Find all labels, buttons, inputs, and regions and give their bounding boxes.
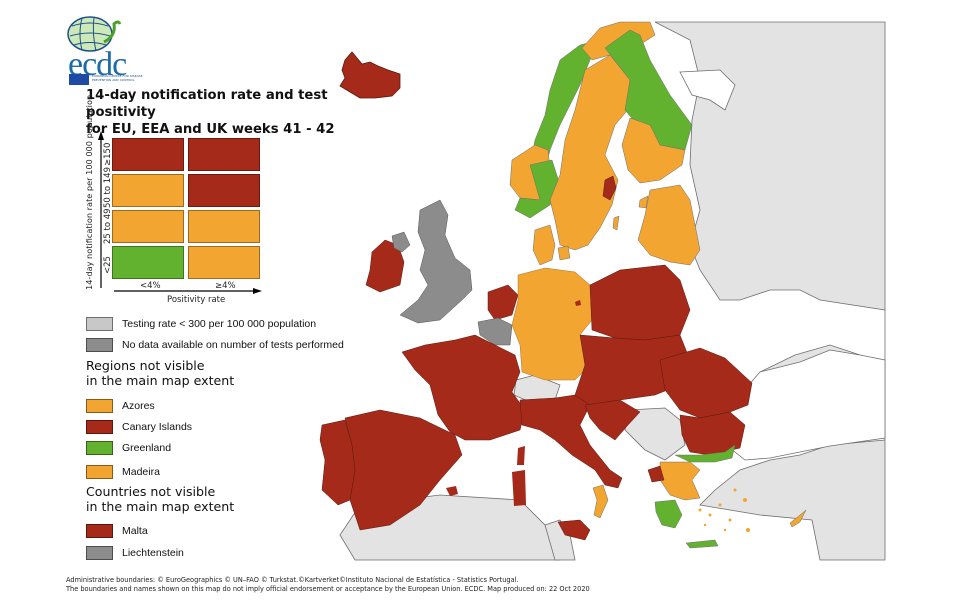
matrix-cell-lt25-high bbox=[188, 246, 260, 279]
region-greece-west-macedonia bbox=[647, 465, 665, 483]
col-label-low: <4% bbox=[140, 281, 161, 291]
legend-item-greenland: Greenland bbox=[86, 441, 171, 455]
matrix-axes bbox=[98, 131, 262, 294]
region-norway-south bbox=[514, 159, 561, 219]
x-arrow-icon bbox=[253, 288, 262, 294]
region-united-kingdom bbox=[399, 199, 473, 324]
region-peloponnese bbox=[654, 499, 683, 529]
region-belgium bbox=[477, 317, 513, 346]
region-iceland bbox=[339, 51, 401, 99]
region-poland bbox=[589, 264, 691, 341]
region-portugal bbox=[319, 419, 356, 506]
region-northern-ireland bbox=[391, 231, 411, 253]
y-arrow-icon bbox=[98, 131, 104, 140]
swatch-red bbox=[86, 524, 113, 538]
legend-item-canary-islands: Canary Islands bbox=[86, 420, 192, 434]
countries-heading: Countries not visible in the main map ex… bbox=[86, 484, 235, 514]
region-saaremaa bbox=[638, 195, 649, 209]
ecdc-logo: ecdc European Centre for Disease Prevent… bbox=[64, 14, 154, 85]
swatch-red bbox=[86, 420, 113, 434]
region-calabria bbox=[592, 484, 609, 519]
region-finland-south bbox=[621, 117, 686, 184]
legend-item-liechtenstein: Liechtenstein bbox=[86, 546, 184, 560]
swatch-light-gray bbox=[86, 317, 113, 331]
globe-icon bbox=[67, 16, 122, 52]
region-corsica bbox=[517, 446, 525, 465]
logo-subtitle: European Centre for Disease Prevention a… bbox=[92, 74, 143, 82]
region-berlin bbox=[575, 300, 581, 306]
swatch-green bbox=[86, 441, 113, 455]
matrix-cell-150-low bbox=[112, 138, 184, 171]
map-title: 14-day notification rate and test positi… bbox=[86, 87, 386, 138]
region-sicily bbox=[557, 519, 591, 541]
region-finland-north bbox=[604, 29, 693, 151]
matrix-cell-50-low bbox=[112, 174, 184, 207]
matrix-cell-50-high bbox=[188, 174, 260, 207]
region-balearic bbox=[446, 486, 458, 496]
legend-item-madeira: Madeira bbox=[86, 465, 160, 479]
matrix-cell-lt25-low bbox=[112, 246, 184, 279]
region-netherlands bbox=[487, 284, 519, 321]
aegean-islands bbox=[698, 488, 750, 532]
matrix-cell-25-high bbox=[188, 210, 260, 243]
map-footer: Administrative boundaries: © EuroGeograp… bbox=[66, 576, 590, 594]
legend-item-testing-rate: Testing rate < 300 per 100 000 populatio… bbox=[86, 317, 316, 331]
region-greece-north bbox=[659, 461, 701, 501]
region-crete bbox=[685, 539, 719, 549]
footer-disclaimer: The boundaries and names shown on this m… bbox=[66, 585, 590, 593]
row-label-25: 25 to 49 bbox=[103, 208, 113, 244]
region-ireland bbox=[365, 239, 405, 293]
swatch-orange bbox=[86, 465, 113, 479]
region-germany bbox=[511, 267, 593, 381]
legend-item-azores: Azores bbox=[86, 399, 155, 413]
region-romania bbox=[659, 347, 753, 419]
region-cyprus bbox=[789, 509, 807, 528]
region-gotland bbox=[612, 215, 620, 231]
region-slovenia-croatia bbox=[584, 399, 641, 441]
matrix-cell-25-low bbox=[112, 210, 184, 243]
region-sweden-stockholm bbox=[602, 175, 617, 201]
row-label-50: 50 to 149 bbox=[103, 167, 113, 208]
region-bulgaria bbox=[679, 411, 746, 456]
footer-attribution: Administrative boundaries: © EuroGeograp… bbox=[66, 576, 519, 584]
col-label-high: ≥4% bbox=[215, 281, 236, 291]
swatch-orange bbox=[86, 399, 113, 413]
non-eu-land bbox=[339, 21, 886, 561]
eu-flag-icon bbox=[69, 74, 89, 85]
swatch-dark-gray bbox=[86, 338, 113, 352]
region-zealand bbox=[557, 245, 571, 261]
matrix-x-axis-label: Positivity rate bbox=[167, 295, 226, 305]
matrix-cell-150-high bbox=[188, 138, 260, 171]
region-denmark bbox=[532, 224, 556, 266]
title-line-2: for EU, EEA and UK weeks 41 - 42 bbox=[86, 122, 335, 137]
row-label-lt25: <25 bbox=[103, 256, 113, 274]
legend-item-malta: Malta bbox=[86, 524, 148, 538]
region-sardinia bbox=[512, 470, 526, 506]
regions-heading: Regions not visible in the main map exte… bbox=[86, 358, 235, 388]
swatch-dark-gray bbox=[86, 546, 113, 560]
region-baltics bbox=[637, 184, 701, 266]
legend-item-no-data: No data available on number of tests per… bbox=[86, 338, 344, 352]
title-line-1: 14-day notification rate and test positi… bbox=[86, 88, 328, 120]
region-greece-thrace bbox=[674, 444, 736, 463]
row-label-150: ≥150 bbox=[103, 142, 113, 166]
